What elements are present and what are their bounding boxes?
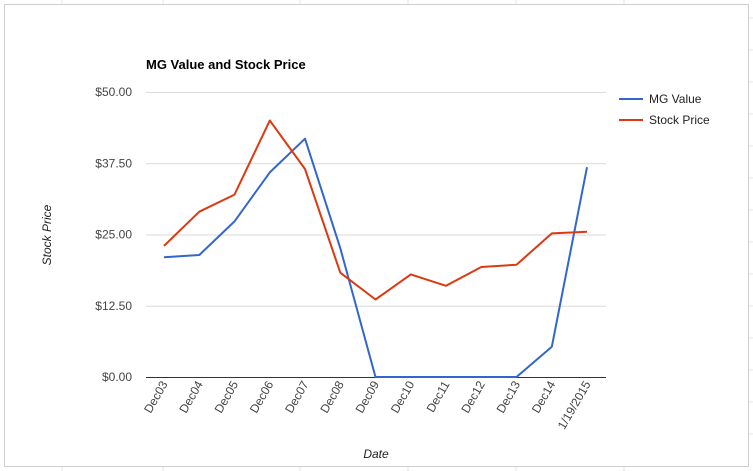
y-axis-title: Stock Price [40,204,54,265]
legend-label-stock-price: Stock Price [649,113,710,127]
x-axis-title: Date [363,447,389,461]
y-tick-label: $12.50 [95,299,132,313]
series-line-mg-value [163,137,588,378]
chart-title: MG Value and Stock Price [146,57,306,72]
series-lines [163,119,588,378]
series-line-stock-price [163,119,588,301]
y-tick-label: $37.50 [95,156,132,170]
y-tick-label: $25.00 [95,228,132,242]
legend: MG Value Stock Price [619,92,710,127]
gridlines [146,92,606,307]
y-tick-label: $50.00 [95,85,132,99]
y-tick-label: $0.00 [102,370,132,384]
y-axis-ticks: $0.00 $12.50 $25.00 $37.50 $50.00 [95,85,132,384]
background-cell-lines [61,0,753,471]
legend-label-mg-value: MG Value [649,92,702,106]
